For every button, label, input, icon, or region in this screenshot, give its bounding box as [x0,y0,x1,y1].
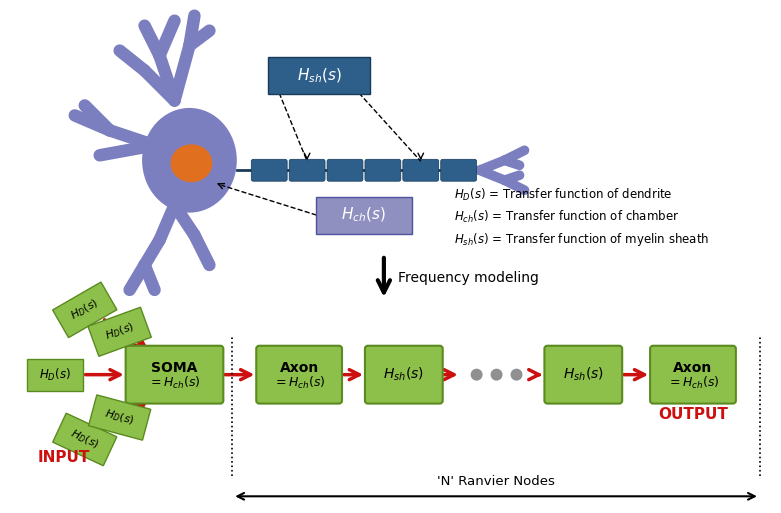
Ellipse shape [170,144,212,182]
Circle shape [471,369,483,381]
Text: $H_{ch}(s)$ = Transfer function of chamber: $H_{ch}(s)$ = Transfer function of chamb… [454,209,679,225]
FancyBboxPatch shape [365,159,401,181]
FancyBboxPatch shape [544,346,622,404]
Text: $H_{sh}(s)$: $H_{sh}(s)$ [383,366,424,383]
Circle shape [511,369,522,381]
Text: $H_D(s)$: $H_D(s)$ [68,297,102,323]
Text: SOMA: SOMA [152,361,198,374]
FancyBboxPatch shape [327,159,363,181]
Text: INPUT: INPUT [38,450,91,465]
Text: $H_D(s)$ = Transfer function of dendrite: $H_D(s)$ = Transfer function of dendrite [454,187,672,203]
Text: $H_D(s)$: $H_D(s)$ [103,320,136,343]
FancyBboxPatch shape [440,159,476,181]
FancyBboxPatch shape [256,346,342,404]
FancyBboxPatch shape [52,413,117,466]
FancyBboxPatch shape [27,359,83,390]
Text: Axon: Axon [280,361,319,374]
Text: 'N' Ranvier Nodes: 'N' Ranvier Nodes [437,476,555,488]
FancyBboxPatch shape [52,282,117,338]
Text: $H_D(s)$: $H_D(s)$ [68,427,102,452]
FancyBboxPatch shape [88,395,151,440]
FancyBboxPatch shape [268,57,370,94]
Text: $= H_{ch}(s)$: $= H_{ch}(s)$ [667,374,719,391]
Text: $= H_{ch}(s)$: $= H_{ch}(s)$ [273,374,326,391]
FancyBboxPatch shape [403,159,439,181]
FancyBboxPatch shape [289,159,325,181]
FancyBboxPatch shape [251,159,287,181]
FancyBboxPatch shape [88,307,152,357]
FancyBboxPatch shape [650,346,736,404]
Ellipse shape [142,108,237,212]
Text: $H_{sh}(s)$ = Transfer function of myelin sheath: $H_{sh}(s)$ = Transfer function of myeli… [454,230,709,248]
Text: $H_{sh}(s)$: $H_{sh}(s)$ [297,66,341,85]
Text: $H_D(s)$: $H_D(s)$ [39,367,71,383]
Text: Frequency modeling: Frequency modeling [398,271,539,285]
Text: $= H_{ch}(s)$: $= H_{ch}(s)$ [148,374,201,391]
Text: Axon: Axon [673,361,712,374]
FancyBboxPatch shape [126,346,223,404]
Text: $H_D(s)$: $H_D(s)$ [103,407,136,428]
Text: $H_{sh}(s)$: $H_{sh}(s)$ [563,366,604,383]
FancyBboxPatch shape [365,346,443,404]
Circle shape [490,369,502,381]
Text: OUTPUT: OUTPUT [658,407,728,422]
FancyBboxPatch shape [316,196,412,233]
Text: $H_{ch}(s)$: $H_{ch}(s)$ [341,206,387,224]
